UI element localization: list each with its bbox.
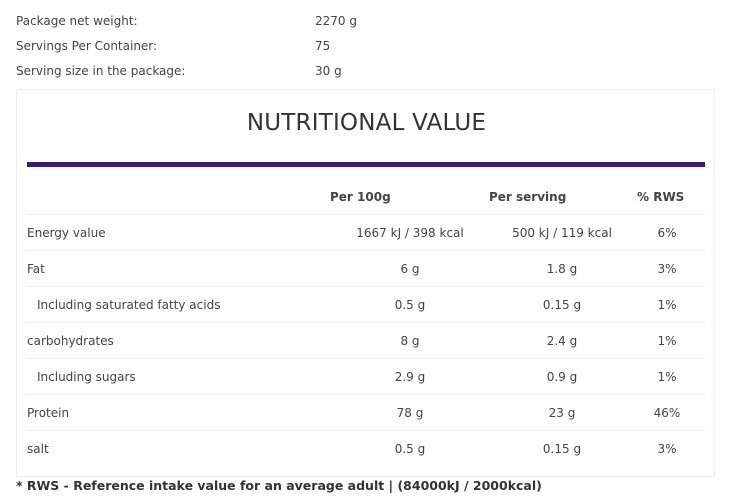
rws-value: 3% <box>657 262 677 276</box>
table-row: salt 0.5 g 0.15 g 3% <box>27 431 705 467</box>
per-serving-value: 0.9 g <box>546 370 578 384</box>
rws-value: 6% <box>657 226 677 240</box>
rws-value: 1% <box>657 298 677 312</box>
rws-value: 1% <box>657 370 677 384</box>
nutrient-name: Including saturated fatty acids <box>37 298 221 312</box>
footnote: * RWS - Reference intake value for an av… <box>16 478 542 493</box>
header-rws: % RWS <box>637 190 685 204</box>
per-serving-value: 0.15 g <box>542 442 582 456</box>
nutrient-name: Fat <box>27 262 45 276</box>
info-servings: Servings Per Container: 75 <box>16 36 716 56</box>
info-value: 30 g <box>315 64 342 78</box>
table-row: Energy value 1667 kJ / 398 kcal 500 kJ /… <box>27 215 705 251</box>
header-per100: Per 100g <box>330 190 391 204</box>
per100-value: 0.5 g <box>394 298 426 312</box>
per100-value: 8 g <box>400 334 420 348</box>
table-row: carbohydrates 8 g 2.4 g 1% <box>27 323 705 359</box>
table-row: Fat 6 g 1.8 g 3% <box>27 251 705 287</box>
rws-value: 46% <box>653 406 681 420</box>
nutrient-name: Energy value <box>27 226 106 240</box>
table-header: Per 100g Per serving % RWS <box>27 179 705 215</box>
header-per-serving: Per serving <box>489 190 567 204</box>
nutrient-name: Including sugars <box>37 370 136 384</box>
info-label: Serving size in the package: <box>16 64 186 78</box>
per-serving-value: 1.8 g <box>546 262 578 276</box>
rws-value: 3% <box>657 442 677 456</box>
per-serving-value: 2.4 g <box>546 334 578 348</box>
per-serving-value: 0.15 g <box>542 298 582 312</box>
nutrient-name: carbohydrates <box>27 334 114 348</box>
per-serving-value: 500 kJ / 119 kcal <box>512 226 612 240</box>
per100-value: 78 g <box>396 406 424 420</box>
panel-title: NUTRITIONAL VALUE <box>246 110 487 136</box>
info-value: 2270 g <box>315 14 357 28</box>
table-row: Including sugars 2.9 g 0.9 g 1% <box>27 359 705 395</box>
nutrient-name: salt <box>27 442 49 456</box>
per100-value: 0.5 g <box>394 442 426 456</box>
nutrient-name: Protein <box>27 406 70 420</box>
rws-value: 1% <box>657 334 677 348</box>
info-value: 75 <box>315 39 331 53</box>
per-serving-value: 23 g <box>548 406 576 420</box>
info-package-weight: Package net weight: 2270 g <box>16 11 716 31</box>
table-row: Protein 78 g 23 g 46% <box>27 395 705 431</box>
per100-value: 1667 kJ / 398 kcal <box>356 226 464 240</box>
info-label: Servings Per Container: <box>16 39 158 53</box>
info-serving-size: Serving size in the package: 30 g <box>16 61 716 81</box>
accent-divider <box>27 162 705 167</box>
table-row: Including saturated fatty acids 0.5 g 0.… <box>27 287 705 323</box>
info-label: Package net weight: <box>16 14 138 28</box>
per100-value: 2.9 g <box>394 370 426 384</box>
nutrition-panel <box>16 89 715 477</box>
per100-value: 6 g <box>400 262 420 276</box>
